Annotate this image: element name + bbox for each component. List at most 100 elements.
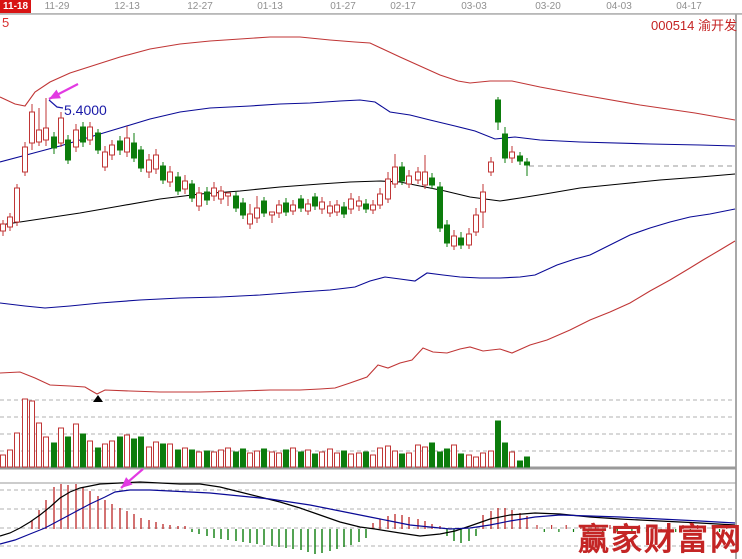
volume-bar xyxy=(131,438,137,468)
volume-bar xyxy=(189,449,195,468)
candle-body xyxy=(502,133,508,159)
candle-body xyxy=(211,187,217,197)
candle-body xyxy=(51,136,57,149)
candle-body xyxy=(254,207,260,219)
candle-body xyxy=(509,151,515,159)
candle-body xyxy=(392,166,398,185)
volume-bar xyxy=(124,434,130,468)
date-tick: 12-13 xyxy=(114,1,140,12)
candle-body xyxy=(146,159,152,173)
volume-bar xyxy=(7,449,13,468)
volume-bar xyxy=(233,451,239,468)
volume-bar xyxy=(305,449,311,468)
stock-code-title: 000514 渝开发 xyxy=(651,18,737,33)
candle-body xyxy=(437,186,443,229)
candle-body xyxy=(422,171,428,186)
volume-bar xyxy=(377,447,383,468)
volume-bar xyxy=(283,449,289,468)
volume-bar xyxy=(298,451,304,468)
candle-body xyxy=(261,200,267,214)
candle-body xyxy=(131,142,137,159)
candle-body xyxy=(466,233,472,246)
volume-bar xyxy=(341,450,347,468)
candle-body xyxy=(138,149,144,169)
candle-body xyxy=(225,192,231,197)
candle-body xyxy=(399,166,405,182)
candle-body xyxy=(87,126,93,141)
triangle-marker xyxy=(93,395,103,402)
volume-bar xyxy=(102,443,108,468)
candle-body xyxy=(451,235,457,247)
volume-bar xyxy=(73,423,79,468)
candle-body xyxy=(356,200,362,207)
volume-bar xyxy=(218,449,224,468)
candle-body xyxy=(182,180,188,190)
volume-bar xyxy=(348,453,354,468)
volume-bar xyxy=(370,454,376,468)
volume-bar xyxy=(182,447,188,468)
candle-body xyxy=(480,191,486,213)
volume-bar xyxy=(319,451,325,468)
macd-cross-arrow xyxy=(121,477,133,488)
candle-body xyxy=(43,127,49,141)
date-tick: 02-17 xyxy=(390,1,416,12)
volume-bar xyxy=(473,456,479,468)
band-lower_blue xyxy=(0,208,736,309)
volume-bar xyxy=(276,452,282,468)
band-middle_black xyxy=(0,173,736,226)
candle-body xyxy=(233,195,239,209)
candle-body xyxy=(276,204,282,214)
candle-body xyxy=(189,183,195,199)
volume-bar xyxy=(524,456,530,468)
volume-bar xyxy=(29,400,35,468)
volume-bar xyxy=(466,454,472,468)
volume-bar xyxy=(437,451,443,468)
date-tick: 04-17 xyxy=(676,1,702,12)
volume-bar xyxy=(334,452,340,468)
volume-bar xyxy=(160,443,166,468)
candle-body xyxy=(29,111,35,144)
volume-bar xyxy=(167,443,173,468)
candle-body xyxy=(312,196,318,207)
candle-body xyxy=(269,211,275,216)
volume-bar xyxy=(399,453,405,468)
candle-body xyxy=(102,151,108,168)
volume-bar xyxy=(406,452,412,468)
candle-body xyxy=(247,213,253,225)
volume-bar xyxy=(95,447,101,468)
volume-bar xyxy=(204,450,210,468)
candle-body xyxy=(240,202,246,216)
candle-body xyxy=(458,237,464,246)
volume-bar xyxy=(22,398,28,468)
candle-body xyxy=(58,117,64,144)
volume-bar xyxy=(458,453,464,468)
volume-bar xyxy=(290,447,296,468)
date-axis-bar: 11-18 11-29 12-13 12-27 01-13 01-27 02-17 03-03… xyxy=(0,0,742,14)
candle-body xyxy=(36,129,42,143)
volume-bar xyxy=(327,448,333,468)
candle-body xyxy=(348,198,354,210)
date-tick: 03-20 xyxy=(535,1,561,12)
volume-bar xyxy=(517,460,523,468)
volume-bar xyxy=(363,451,369,468)
candle-body xyxy=(167,171,173,183)
date-tick: 11-29 xyxy=(44,1,70,12)
candle-body xyxy=(370,204,376,211)
axis-label-fragment: 5 xyxy=(2,15,10,30)
candle-body xyxy=(218,190,224,200)
band-upper_blue xyxy=(0,99,736,163)
candle-body xyxy=(517,155,523,162)
candle-body xyxy=(385,178,391,200)
volume-bar xyxy=(211,451,217,468)
volume-bar xyxy=(495,420,501,468)
volume-bar xyxy=(392,450,398,468)
volume-bar xyxy=(385,445,391,468)
candle-body xyxy=(153,154,159,170)
candle-body xyxy=(22,146,28,173)
volume-bar xyxy=(43,436,49,468)
candle-body xyxy=(334,204,340,213)
volume-bar xyxy=(247,452,253,468)
candle-body xyxy=(298,198,304,209)
